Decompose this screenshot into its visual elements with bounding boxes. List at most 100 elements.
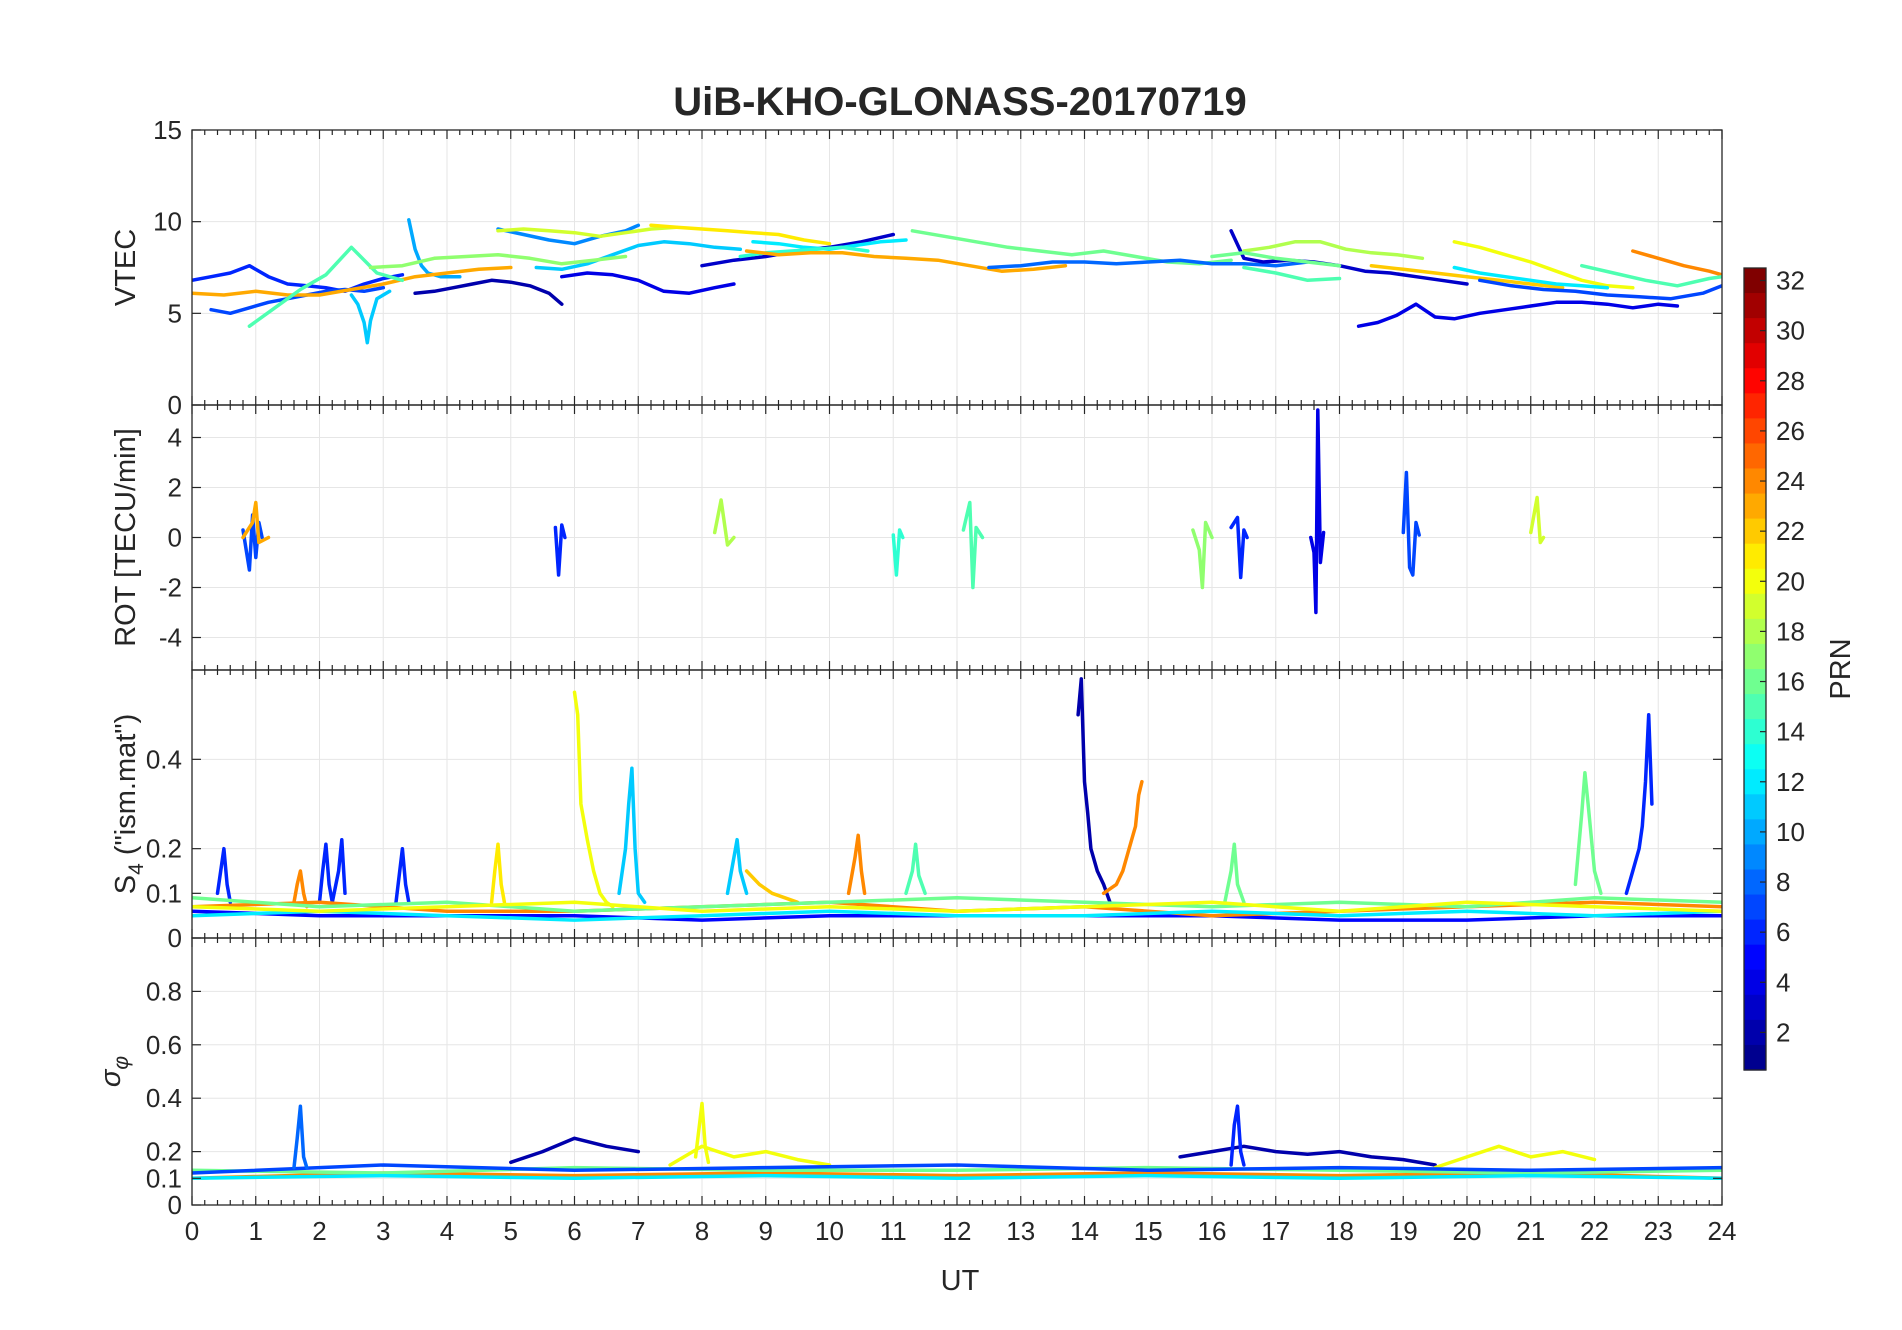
series-line-prn-6 <box>317 837 347 905</box>
colorbar-segment <box>1744 1019 1766 1046</box>
y-tick-label: -2 <box>159 573 182 603</box>
chart-title: UiB-KHO-GLONASS-20170719 <box>673 80 1247 124</box>
y-tick-label: 0.6 <box>146 1030 182 1060</box>
colorbar-segment <box>1744 318 1766 344</box>
series-line-prn-7 <box>192 1163 1722 1175</box>
x-tick-label: 8 <box>695 1216 709 1246</box>
series-group <box>192 1101 1722 1181</box>
y-tick-label: 0.2 <box>146 834 182 864</box>
x-tick-label: 16 <box>1198 1216 1227 1246</box>
x-tick-label: 15 <box>1134 1216 1163 1246</box>
series-line-prn-2 <box>413 278 564 306</box>
series-line-prn-6 <box>1229 515 1249 580</box>
x-tick-label: 6 <box>567 1216 581 1246</box>
colorbar-segment <box>1744 694 1766 720</box>
y-tick-label: 15 <box>153 115 182 145</box>
series-line-prn-15 <box>1580 263 1722 288</box>
y-tick-label: 0 <box>168 1190 182 1220</box>
colorbar-segment <box>1744 643 1766 670</box>
series-line-prn-15 <box>904 842 927 896</box>
colorbar-segment <box>1744 969 1766 996</box>
series-line-prn-7 <box>1401 470 1421 577</box>
series-line-prn-23 <box>241 500 271 545</box>
x-tick-label: 9 <box>759 1216 773 1246</box>
colorbar-segment <box>1744 393 1766 419</box>
x-tick-label: 1 <box>249 1216 263 1246</box>
series-group <box>241 408 1546 615</box>
colorbar-segment <box>1744 418 1766 445</box>
x-tick-label: 2 <box>312 1216 326 1246</box>
series-line-prn-19 <box>1529 495 1546 545</box>
colorbar-segment <box>1744 1044 1766 1071</box>
series-line-prn-16 <box>1573 770 1603 896</box>
series-line-prn-24 <box>292 869 309 909</box>
series-line-prn-16 <box>192 1165 1722 1175</box>
series-line-prn-2 <box>1178 1144 1437 1167</box>
y-tick-label: 0 <box>168 923 182 953</box>
x-tick-label: 22 <box>1580 1216 1609 1246</box>
series-line-prn-11 <box>617 766 647 905</box>
series-group <box>192 218 1722 345</box>
colorbar-segment <box>1744 769 1766 795</box>
x-tick-label: 4 <box>440 1216 454 1246</box>
x-tick-label: 12 <box>943 1216 972 1246</box>
series-line-prn-24 <box>1101 779 1144 896</box>
x-tick-label: 14 <box>1070 1216 1099 1246</box>
colorbar-segment <box>1744 493 1766 520</box>
series-line-prn-20 <box>572 690 615 909</box>
x-tick-label: 21 <box>1516 1216 1545 1246</box>
colorbar-segment <box>1744 869 1766 896</box>
x-tick-label: 17 <box>1261 1216 1290 1246</box>
series-line-prn-6 <box>215 846 233 905</box>
y-axis-label: S4 ("ism.mat") <box>110 714 148 895</box>
series-line-prn-18 <box>1242 240 1425 261</box>
x-tick-label: 19 <box>1389 1216 1418 1246</box>
colorbar-segment <box>1744 593 1766 620</box>
series-line-prn-17 <box>1191 520 1214 590</box>
series-line-prn-2 <box>1076 677 1112 905</box>
colorbar-tick-label: 14 <box>1776 717 1805 747</box>
series-line-prn-17 <box>368 252 628 270</box>
series-group <box>192 677 1722 922</box>
colorbar-tick-label: 32 <box>1776 266 1805 296</box>
x-tick-label: 24 <box>1708 1216 1737 1246</box>
colorbar-label: PRN <box>1825 638 1857 699</box>
series-line-prn-4 <box>560 271 736 295</box>
panel-3: 0 0.1 0.2 0.4S4 ("ism.mat") <box>110 669 1723 953</box>
colorbar-segment <box>1744 719 1766 745</box>
series-line-prn-15 <box>247 245 405 328</box>
colorbar-segment <box>1744 468 1766 495</box>
series-line-prn-22 <box>1369 263 1565 290</box>
y-tick-label: 10 <box>153 207 182 237</box>
colorbar-tick-label: 2 <box>1776 1017 1790 1047</box>
colorbar-segment <box>1744 819 1766 846</box>
colorbar-segment <box>1744 443 1766 470</box>
series-line-prn-16 <box>910 229 1233 266</box>
series-line-prn-12 <box>1452 265 1610 290</box>
colorbar-segment <box>1744 518 1766 545</box>
x-tick-label: 13 <box>1006 1216 1035 1246</box>
colorbar-segment <box>1744 543 1766 570</box>
y-axis-label: ROT [TECU/min] <box>110 428 142 647</box>
series-line-prn-16 <box>1210 251 1342 268</box>
series-line-prn-20 <box>693 1101 711 1165</box>
panel-1: 0 5 10 15 VTEC <box>110 115 1723 420</box>
x-tick-label: 3 <box>376 1216 390 1246</box>
colorbar-tick-label: 16 <box>1776 667 1805 697</box>
x-tick-label: 23 <box>1644 1216 1673 1246</box>
colorbar-segment <box>1744 919 1766 946</box>
x-tick-label: 11 <box>880 1216 907 1246</box>
colorbar-segment <box>1744 343 1766 369</box>
colorbar-tick-label: 18 <box>1776 616 1805 646</box>
y-axis-label: σφ <box>95 1056 133 1088</box>
series-line-prn-6 <box>1624 712 1654 896</box>
x-tick-label: 18 <box>1325 1216 1354 1246</box>
series-line-prn-12 <box>192 1173 1722 1181</box>
series-line-prn-6 <box>192 263 405 294</box>
series-line-prn-7 <box>241 513 264 572</box>
series-line-prn-4 <box>1356 300 1680 328</box>
x-tick-label: 10 <box>815 1216 844 1246</box>
